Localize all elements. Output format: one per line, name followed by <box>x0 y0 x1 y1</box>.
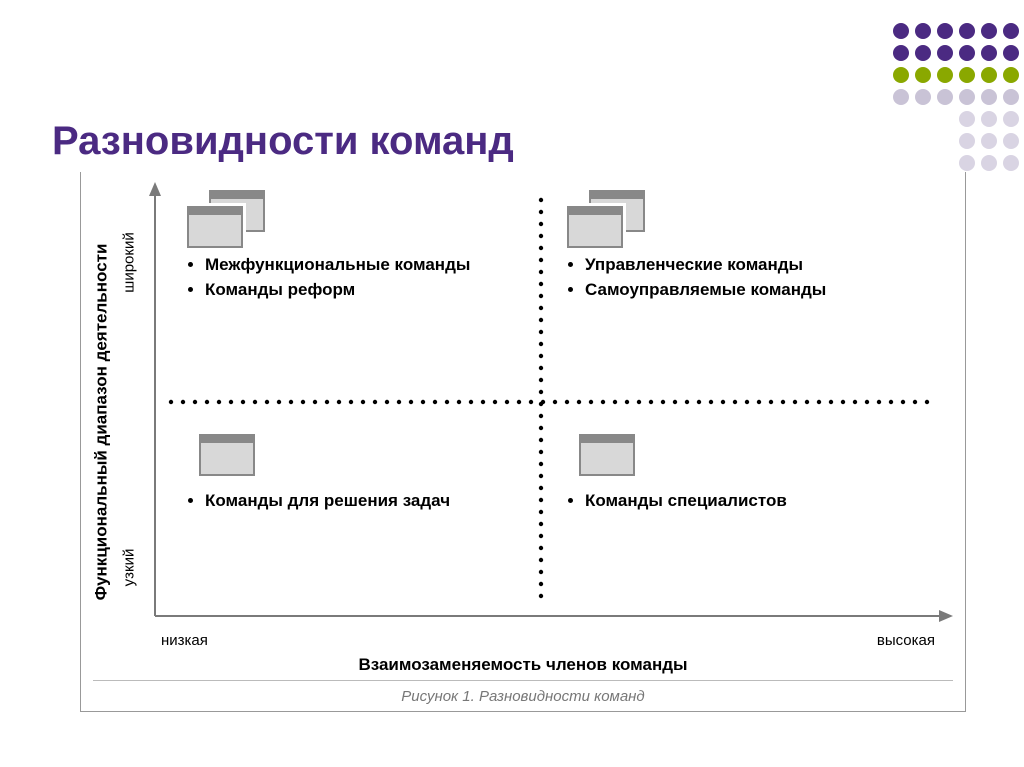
y-tick-low: узкий <box>119 522 139 612</box>
y-tick-high: широкий <box>119 202 139 322</box>
corner-dots-decor <box>890 20 1022 174</box>
window-icon <box>181 426 561 484</box>
window-icon-pair <box>181 190 561 248</box>
page-title: Разновидности команд <box>52 119 514 164</box>
diagram-frame: Функциональный диапазон деятельности шир… <box>80 172 966 712</box>
y-axis-label: Функциональный диапазон деятельности <box>89 212 113 632</box>
x-tick-high: высокая <box>877 632 935 649</box>
quadrant-top-right: Управленческие командыСамоуправляемые ко… <box>561 190 941 304</box>
caption-rule <box>93 680 953 681</box>
window-icon-pair <box>561 190 941 248</box>
quadrant-bottom-left: Команды для решения задач <box>181 426 561 515</box>
quadrant-list: Управленческие командыСамоуправляемые ко… <box>561 254 941 302</box>
quadrant-list: Межфункциональные командыКоманды реформ <box>181 254 561 302</box>
list-item: Межфункциональные команды <box>205 254 561 277</box>
list-item: Самоуправляемые команды <box>585 279 941 302</box>
quadrant-bottom-right: Команды специалистов <box>561 426 941 515</box>
figure-caption: Рисунок 1. Разновидности команд <box>81 688 965 705</box>
window-icon <box>561 426 941 484</box>
quadrant-list: Команды для решения задач <box>181 490 561 513</box>
x-axis-label: Взаимозаменяемость членов команды <box>81 655 965 675</box>
list-item: Команды реформ <box>205 279 561 302</box>
list-item: Команды для решения задач <box>205 490 561 513</box>
x-tick-low: низкая <box>161 632 208 649</box>
quadrant-list: Команды специалистов <box>561 490 941 513</box>
list-item: Команды специалистов <box>585 490 941 513</box>
list-item: Управленческие команды <box>585 254 941 277</box>
quadrant-top-left: Межфункциональные командыКоманды реформ <box>181 190 561 304</box>
